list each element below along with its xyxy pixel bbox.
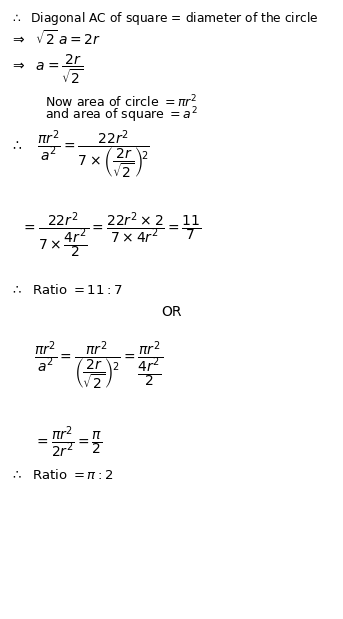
Text: $= \dfrac{\pi r^2}{2r^2} = \dfrac{\pi}{2}$: $= \dfrac{\pi r^2}{2r^2} = \dfrac{\pi}{2… <box>34 424 103 460</box>
Text: $\Rightarrow$  $\sqrt{2}\, a = 2r$: $\Rightarrow$ $\sqrt{2}\, a = 2r$ <box>10 29 101 48</box>
Text: Now area of circle $= \pi r^2$: Now area of circle $= \pi r^2$ <box>45 93 197 110</box>
Text: and area of square $= a^2$: and area of square $= a^2$ <box>45 105 197 125</box>
Text: OR: OR <box>161 305 182 319</box>
Text: $\dfrac{\pi r^2}{a^2} = \dfrac{\pi r^2}{\left(\dfrac{2r}{\sqrt{2}}\right)^{\!2}}: $\dfrac{\pi r^2}{a^2} = \dfrac{\pi r^2}{… <box>34 340 163 393</box>
Text: $\Rightarrow$  $a = \dfrac{2r}{\sqrt{2}}$: $\Rightarrow$ $a = \dfrac{2r}{\sqrt{2}}$ <box>10 53 84 86</box>
Text: $\therefore$  Ratio $= 11 : 7$: $\therefore$ Ratio $= 11 : 7$ <box>10 283 123 297</box>
Text: $\therefore$  Ratio $= \pi : 2$: $\therefore$ Ratio $= \pi : 2$ <box>10 469 114 482</box>
Text: $\therefore$  Diagonal AC of square = diameter of the circle: $\therefore$ Diagonal AC of square = dia… <box>10 10 319 27</box>
Text: $= \dfrac{22r^2}{7 \times \dfrac{4r^2}{2}} = \dfrac{22r^2 \times 2}{7 \times 4r^: $= \dfrac{22r^2}{7 \times \dfrac{4r^2}{2… <box>21 210 201 260</box>
Text: $\therefore$   $\dfrac{\pi r^2}{a^2} = \dfrac{22r^2}{7 \times \left(\dfrac{2r}{\: $\therefore$ $\dfrac{\pi r^2}{a^2} = \df… <box>10 129 150 183</box>
